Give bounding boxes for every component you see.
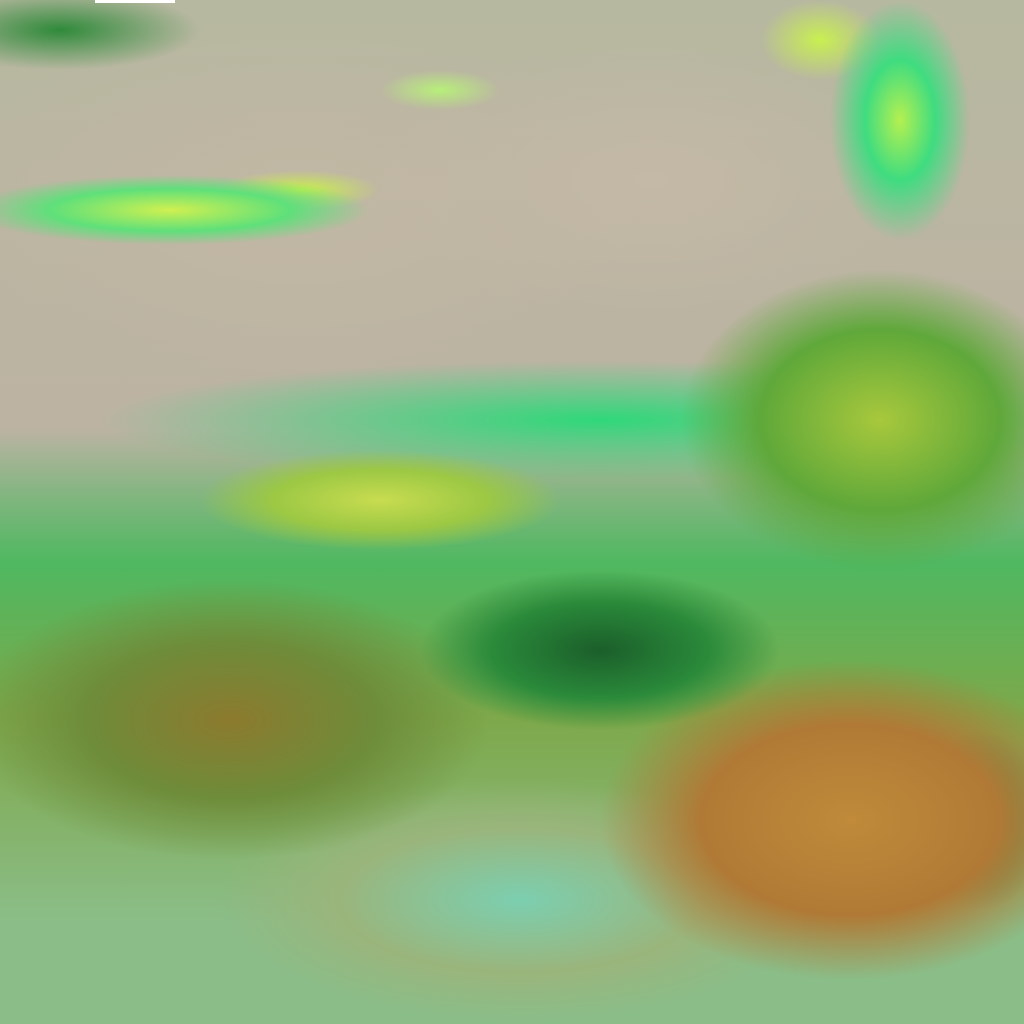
white-edge-bar [95, 0, 175, 3]
